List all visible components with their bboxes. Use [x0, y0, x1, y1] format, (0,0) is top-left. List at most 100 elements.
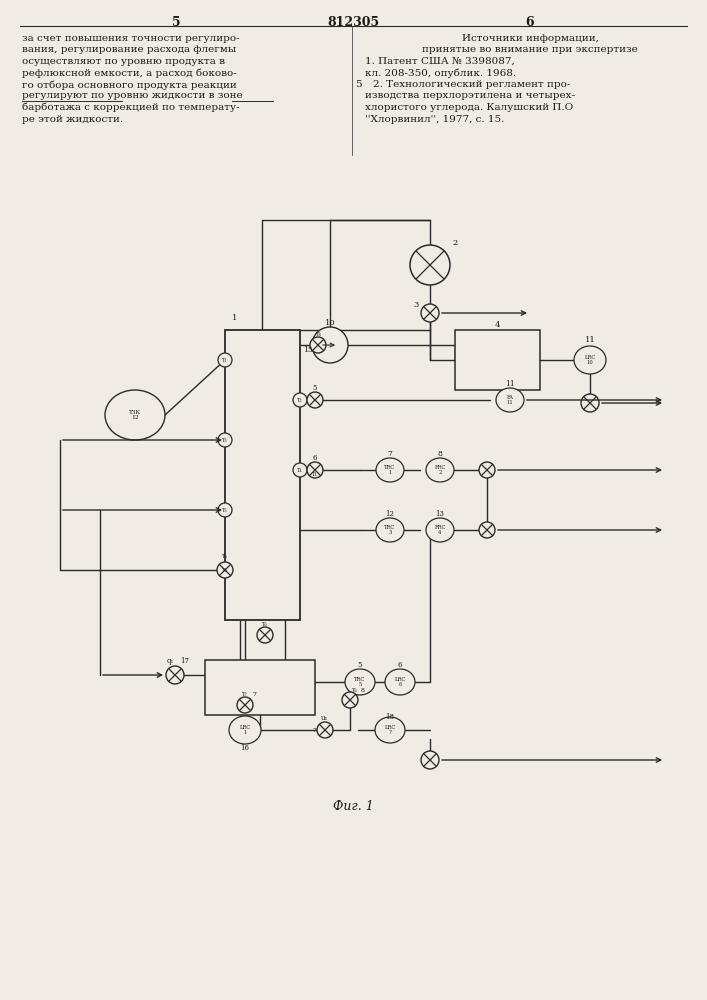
Ellipse shape	[376, 518, 404, 542]
Text: 16: 16	[240, 744, 250, 752]
Text: TRC
1: TRC 1	[385, 465, 396, 475]
Text: TRC
3: TRC 3	[385, 525, 396, 535]
Circle shape	[307, 392, 323, 408]
Text: ТЗК
12: ТЗК 12	[129, 410, 141, 420]
Text: 7: 7	[313, 728, 317, 732]
Circle shape	[166, 666, 184, 684]
Bar	[225, 330, 300, 620]
Text: барботажа с коррекцией по температу-: барботажа с коррекцией по температу-	[22, 103, 240, 112]
Ellipse shape	[376, 458, 404, 482]
Circle shape	[410, 245, 450, 285]
Circle shape	[479, 522, 495, 538]
Text: FRC
2: FRC 2	[434, 465, 445, 475]
Text: T₄: T₄	[312, 473, 317, 478]
Text: T₂: T₂	[297, 397, 303, 402]
Ellipse shape	[426, 458, 454, 482]
Text: вания, регулирование расхода флегмы: вания, регулирование расхода флегмы	[22, 45, 236, 54]
Text: T₅: T₅	[222, 508, 228, 512]
Text: FRC
4: FRC 4	[434, 525, 445, 535]
Text: 2. Технологический регламент про-: 2. Технологический регламент про-	[373, 80, 571, 89]
Text: 13: 13	[436, 510, 445, 518]
Text: 6: 6	[312, 454, 317, 462]
Text: u₁: u₁	[321, 714, 329, 722]
Ellipse shape	[426, 518, 454, 542]
Circle shape	[218, 433, 232, 447]
Text: LRC
?: LRC ?	[385, 725, 396, 735]
Text: T₆: T₆	[262, 622, 268, 628]
Text: рефлюксной емкости, а расход боково-: рефлюксной емкости, а расход боково-	[22, 68, 237, 78]
Ellipse shape	[375, 717, 405, 743]
Text: 812305: 812305	[327, 16, 379, 29]
Circle shape	[312, 327, 348, 363]
Circle shape	[217, 562, 233, 578]
Text: хлористого углерода. Калушский П.О: хлористого углерода. Калушский П.О	[365, 103, 573, 112]
Circle shape	[581, 394, 599, 412]
Text: 5: 5	[355, 80, 361, 89]
Text: 10: 10	[325, 319, 335, 327]
Text: осуществляют по уровню продукта в: осуществляют по уровню продукта в	[22, 57, 225, 66]
Circle shape	[293, 463, 307, 477]
Circle shape	[257, 627, 273, 643]
Bar	[455, 330, 540, 390]
Ellipse shape	[229, 716, 261, 744]
Ellipse shape	[345, 669, 375, 695]
Text: TRC
5: TRC 5	[354, 677, 366, 687]
Text: изводства перхлорэтилена и четырех-: изводства перхлорэтилена и четырех-	[365, 92, 575, 101]
Circle shape	[421, 304, 439, 322]
Circle shape	[237, 697, 253, 713]
Text: 7: 7	[253, 692, 257, 698]
Text: 11: 11	[585, 336, 595, 344]
Text: 2: 2	[452, 239, 457, 247]
Text: 18: 18	[385, 713, 395, 721]
Text: ре этой жидкости.: ре этой жидкости.	[22, 114, 123, 123]
Text: q₁: q₁	[166, 657, 174, 665]
Ellipse shape	[105, 390, 165, 440]
Text: 11: 11	[505, 380, 515, 388]
Circle shape	[342, 692, 358, 708]
Text: принятые во внимание при экспертизе: принятые во внимание при экспертизе	[422, 45, 638, 54]
Circle shape	[317, 722, 333, 738]
Text: 1. Патент США № 3398087,: 1. Патент США № 3398087,	[365, 57, 515, 66]
Text: T₆: T₆	[222, 554, 228, 558]
Text: за счет повышения точности регулиро-: за счет повышения точности регулиро-	[22, 34, 240, 43]
Text: T₄: T₄	[297, 468, 303, 473]
Circle shape	[293, 393, 307, 407]
Text: 5: 5	[172, 16, 180, 29]
Bar	[205, 660, 315, 715]
Circle shape	[479, 462, 495, 478]
Text: LRC
6: LRC 6	[395, 677, 406, 687]
Text: T₃: T₃	[222, 438, 228, 442]
Text: го отбора основного продукта реакции: го отбора основного продукта реакции	[22, 80, 237, 90]
Text: T₆: T₆	[222, 568, 228, 572]
Text: T₈: T₈	[315, 332, 321, 338]
Text: LRC
10: LRC 10	[585, 355, 595, 365]
Text: T₇: T₇	[243, 692, 248, 698]
Text: 12: 12	[385, 510, 395, 518]
Text: T₁: T₁	[222, 358, 228, 362]
Text: 8: 8	[361, 688, 365, 692]
Text: 6: 6	[398, 661, 402, 669]
Text: 7: 7	[387, 450, 392, 458]
Circle shape	[218, 503, 232, 517]
Text: Фиг. 1: Фиг. 1	[332, 800, 373, 813]
Ellipse shape	[496, 388, 524, 412]
Text: LRC
1: LRC 1	[240, 725, 250, 735]
Circle shape	[310, 337, 326, 353]
Text: T₆: T₆	[352, 688, 358, 692]
Text: регулируют по уровню жидкости в зоне: регулируют по уровню жидкости в зоне	[22, 92, 243, 101]
Circle shape	[421, 751, 439, 769]
Circle shape	[307, 462, 323, 478]
Text: FA
11: FA 11	[506, 395, 513, 405]
Text: 8: 8	[438, 450, 443, 458]
Text: 1: 1	[233, 314, 238, 322]
Ellipse shape	[385, 669, 415, 695]
Circle shape	[218, 353, 232, 367]
Text: 6: 6	[526, 16, 534, 29]
Circle shape	[218, 563, 232, 577]
Text: 17: 17	[180, 657, 189, 665]
Text: 5: 5	[312, 384, 317, 392]
Text: ''Xлорвинил'', 1977, с. 15.: ''Xлорвинил'', 1977, с. 15.	[365, 114, 504, 123]
Text: 3: 3	[414, 301, 419, 309]
Text: 15: 15	[303, 346, 313, 354]
Text: Источники информации,: Источники информации,	[462, 34, 598, 43]
